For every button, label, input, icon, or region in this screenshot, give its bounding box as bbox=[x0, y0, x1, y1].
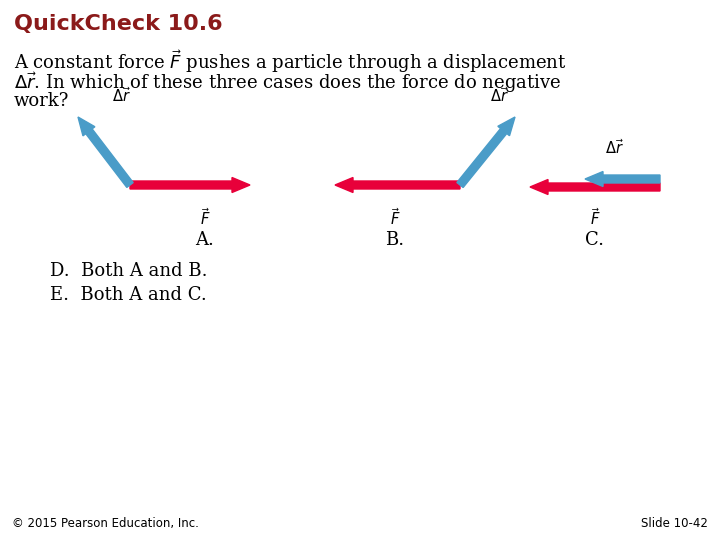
Text: $\Delta\vec{r}$. In which of these three cases does the force do negative: $\Delta\vec{r}$. In which of these three… bbox=[14, 70, 562, 95]
FancyArrow shape bbox=[585, 172, 660, 186]
Text: $\Delta\vec{r}$: $\Delta\vec{r}$ bbox=[606, 138, 624, 157]
Text: work?: work? bbox=[14, 92, 69, 110]
Text: C.: C. bbox=[585, 231, 605, 249]
Text: Slide 10-42: Slide 10-42 bbox=[641, 517, 708, 530]
Text: QuickCheck 10.6: QuickCheck 10.6 bbox=[14, 14, 222, 34]
Text: $\Delta\vec{r}$: $\Delta\vec{r}$ bbox=[490, 86, 509, 105]
Text: B.: B. bbox=[385, 231, 405, 249]
Text: A.: A. bbox=[196, 231, 215, 249]
FancyArrow shape bbox=[530, 179, 660, 194]
Text: $\vec{F}$: $\vec{F}$ bbox=[199, 207, 210, 228]
Text: $\vec{F}$: $\vec{F}$ bbox=[390, 207, 400, 228]
FancyArrow shape bbox=[335, 178, 460, 192]
FancyArrow shape bbox=[78, 117, 133, 187]
Text: D.  Both A and B.: D. Both A and B. bbox=[50, 262, 207, 280]
Text: $\vec{F}$: $\vec{F}$ bbox=[590, 207, 600, 228]
FancyArrow shape bbox=[457, 117, 515, 187]
FancyArrow shape bbox=[130, 178, 250, 192]
Text: © 2015 Pearson Education, Inc.: © 2015 Pearson Education, Inc. bbox=[12, 517, 199, 530]
Text: E.  Both A and C.: E. Both A and C. bbox=[50, 286, 207, 304]
Text: A constant force $\vec{F}$ pushes a particle through a displacement: A constant force $\vec{F}$ pushes a part… bbox=[14, 48, 567, 75]
Text: $\Delta\vec{r}$: $\Delta\vec{r}$ bbox=[112, 86, 131, 105]
